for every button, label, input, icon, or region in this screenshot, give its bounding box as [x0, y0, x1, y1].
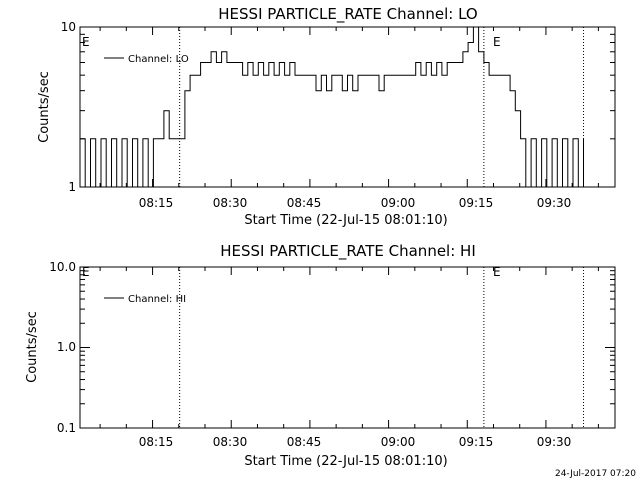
series-line-channel-lo	[80, 26, 584, 188]
plot-frame-lo	[79, 26, 616, 188]
y-tick-label-lo-bottom: 1	[68, 180, 76, 194]
y-axis-label-lo: Counts/sec	[37, 71, 52, 143]
plot-frame-hi	[79, 266, 616, 429]
x-axis-label-lo: Start Time (22-Jul-15 08:01:10)	[244, 213, 447, 228]
event-marker-lo-start: E	[82, 35, 90, 49]
footer-timestamp: 24-Jul-2017 07:20	[555, 469, 636, 479]
y-tick-label-hi: 0.1	[57, 421, 76, 435]
x-axis-label-hi: Start Time (22-Jul-15 08:01:10)	[244, 454, 447, 469]
x-tick-label-hi: 08:30	[213, 435, 248, 449]
x-tick-label-lo: 08:30	[213, 196, 248, 210]
chart-title-hi: HESSI PARTICLE_RATE Channel: HI	[220, 242, 476, 261]
y-tick-label-hi: 1.0	[57, 340, 76, 354]
x-tick-label-lo: 09:15	[459, 196, 494, 210]
panel-hi: HESSI PARTICLE_RATE Channel: HI 10.0 1.0…	[25, 242, 616, 469]
x-tick-label-lo: 08:45	[287, 196, 322, 210]
x-tick-label-hi: 09:30	[537, 435, 572, 449]
event-marker-lo-end: E	[493, 35, 501, 49]
y-tick-label-lo-top: 10	[61, 20, 76, 34]
event-marker-hi-start: E	[82, 265, 90, 279]
x-tick-label-lo: 09:30	[537, 196, 572, 210]
x-tick-label-hi: 08:15	[139, 435, 174, 449]
event-lines-lo	[179, 27, 585, 187]
legend-label-hi: Channel: HI	[128, 294, 186, 305]
x-tick-label-hi: 08:45	[287, 435, 322, 449]
y-axis-label-hi: Counts/sec	[25, 311, 40, 383]
legend-label-lo: Channel: LO	[128, 54, 189, 65]
chart-title-lo: HESSI PARTICLE_RATE Channel: LO	[218, 5, 477, 24]
x-tick-label-hi: 09:00	[381, 435, 416, 449]
event-marker-hi-end: E	[493, 265, 501, 279]
x-tick-label-lo: 09:00	[381, 196, 416, 210]
axis-ticks-hi	[80, 267, 615, 429]
x-tick-label-hi: 09:15	[459, 435, 494, 449]
panel-lo: HESSI PARTICLE_RATE Channel: LO 10 1 Cou…	[37, 5, 616, 228]
x-tick-label-lo: 08:15	[139, 196, 174, 210]
y-tick-label-hi: 10.0	[49, 260, 76, 274]
event-lines-hi	[179, 267, 585, 428]
axis-ticks-lo	[80, 27, 615, 188]
